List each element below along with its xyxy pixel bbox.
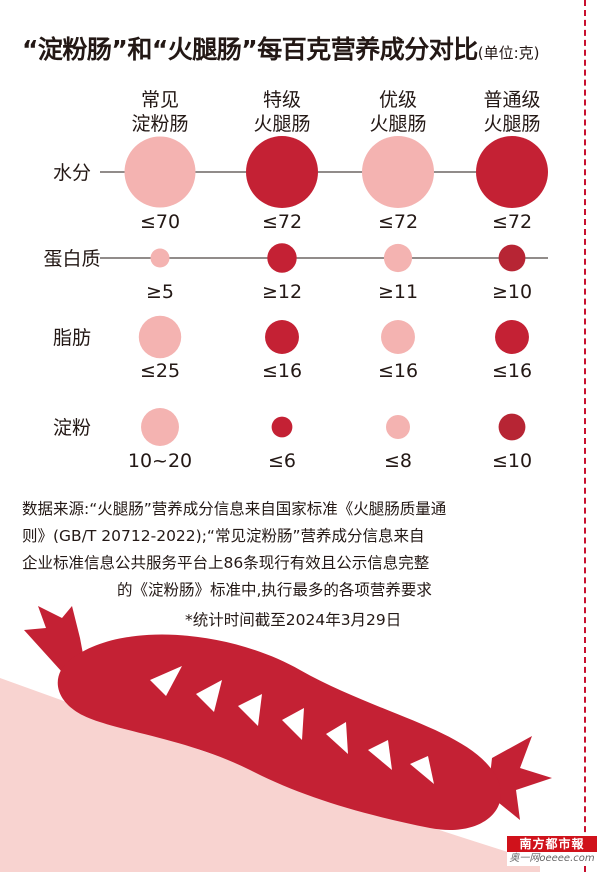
bubble <box>476 136 548 208</box>
dashed-divider <box>584 0 586 872</box>
column-header-line2: 火腿肠 <box>369 113 426 135</box>
sausage-illustration <box>0 606 552 872</box>
bubble <box>362 136 434 208</box>
bubble <box>498 244 526 272</box>
value-label: ≥5 <box>146 281 174 303</box>
statistics-note: *统计时间截至2024年3月29日 <box>185 611 402 629</box>
bubble <box>141 408 179 446</box>
title-unit: (单位:克) <box>477 44 540 62</box>
column-header-line2: 火腿肠 <box>253 113 310 135</box>
source-line-2: 则》(GB/T 20712-2022);“常见淀粉肠”营养成分信息来自 <box>22 527 425 545</box>
value-label: ≤25 <box>140 360 180 382</box>
sausage-tip-left <box>24 606 86 672</box>
value-label: ≥10 <box>492 281 532 303</box>
bubble <box>138 315 182 359</box>
sausage-cuts <box>150 666 434 784</box>
value-label: ≤16 <box>378 360 418 382</box>
source-line-3: 企业标准信息公共服务平台上86条现行有效且公示信息完整 <box>22 554 430 572</box>
value-label: ≤8 <box>384 450 412 472</box>
bubble <box>383 243 413 273</box>
source-line-4: 的《淀粉肠》标准中,执行最多的各项营养要求 <box>117 581 432 599</box>
logo-brand: 南方都市報 <box>507 836 597 852</box>
bubble <box>267 243 297 273</box>
value-label: ≤72 <box>262 211 302 233</box>
value-label: 10~20 <box>128 450 192 472</box>
row-label: 水分 <box>53 162 91 184</box>
bubble <box>386 415 410 439</box>
column-header-line1: 普通级 <box>483 89 540 111</box>
value-label: ≤72 <box>492 211 532 233</box>
row-label: 淀粉 <box>53 417 91 439</box>
source-line-1: 数据来源:“火腿肠”营养成分信息来自国家标准《火腿肠质量通 <box>22 500 447 518</box>
value-label: ≤10 <box>492 450 532 472</box>
bubble <box>246 136 318 208</box>
newspaper-logo: 南方都市報 奥一网oeeee.com <box>507 836 597 866</box>
data-source: 数据来源:“火腿肠”营养成分信息来自国家标准《火腿肠质量通 则》(GB/T 20… <box>22 496 562 604</box>
title-main: “淀粉肠”和“火腿肠”每百克营养成分对比 <box>22 35 478 64</box>
value-label: ≤72 <box>378 211 418 233</box>
bubble <box>271 416 293 438</box>
bubble <box>381 320 415 354</box>
bubble <box>498 413 526 441</box>
column-header-line1: 优级 <box>379 89 417 111</box>
bubble <box>150 248 170 268</box>
value-label: ≤16 <box>262 360 302 382</box>
bubble <box>265 320 299 354</box>
column-header-line1: 特级 <box>263 89 301 111</box>
row-label: 脂肪 <box>53 327 91 349</box>
column-header-line1: 常见 <box>141 89 179 111</box>
chart-title: “淀粉肠”和“火腿肠”每百克营养成分对比(单位:克) <box>22 30 582 66</box>
value-label: ≤70 <box>140 211 180 233</box>
value-label: ≥11 <box>378 281 418 303</box>
column-header-line2: 淀粉肠 <box>131 113 188 135</box>
value-label: ≥12 <box>262 281 302 303</box>
bubble <box>495 320 529 354</box>
column-header-line2: 火腿肠 <box>483 113 540 135</box>
value-label: ≤6 <box>268 450 296 472</box>
value-label: ≤16 <box>492 360 532 382</box>
sausage-tip-right <box>488 736 552 820</box>
bubble <box>124 136 196 208</box>
row-label: 蛋白质 <box>43 248 100 270</box>
logo-site: 奥一网oeeee.com <box>509 853 595 864</box>
